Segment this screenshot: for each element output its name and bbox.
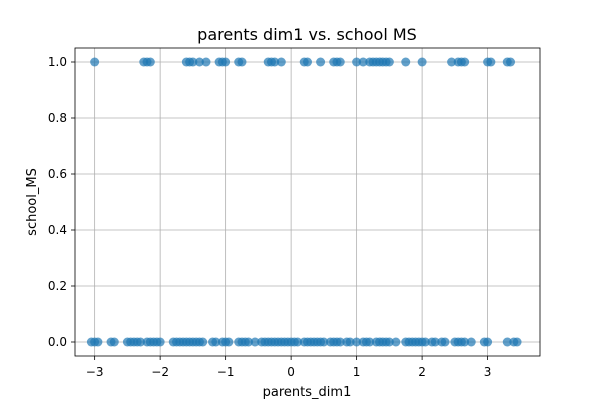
scatter-point xyxy=(244,337,254,347)
scatter-point xyxy=(250,337,260,347)
y-tick-label: 0.8 xyxy=(48,111,67,125)
scatter-point xyxy=(319,337,329,347)
scatter-point xyxy=(335,57,345,67)
scatter-point xyxy=(293,337,303,347)
scatter-point xyxy=(502,337,512,347)
scatter-point xyxy=(391,337,401,347)
scatter-point xyxy=(93,337,103,347)
scatter-point xyxy=(358,57,368,67)
scatter-point xyxy=(506,57,516,67)
y-axis-ticks: 0.0 0.2 0.4 0.6 0.8 1.0 xyxy=(48,55,75,349)
x-tick-label: −2 xyxy=(151,365,169,379)
scatter-point xyxy=(460,57,470,67)
scatter-point xyxy=(276,57,286,67)
y-tick-label: 0.0 xyxy=(48,335,67,349)
x-tick-label: −1 xyxy=(217,365,235,379)
scatter-point xyxy=(270,57,280,67)
y-tick-label: 0.4 xyxy=(48,223,67,237)
scatter-point xyxy=(316,57,326,67)
x-tick-label: −3 xyxy=(86,365,104,379)
y-tick-label: 1.0 xyxy=(48,55,67,69)
scatter-point xyxy=(384,337,394,347)
x-axis-label: parents_dim1 xyxy=(263,385,352,400)
scatter-point xyxy=(335,337,345,347)
grid-lines xyxy=(75,48,540,356)
scatter-point xyxy=(90,57,100,67)
scatter-point xyxy=(384,57,394,67)
scatter-point xyxy=(155,337,165,347)
scatter-point xyxy=(512,337,522,347)
scatter-point xyxy=(352,337,362,347)
scatter-point xyxy=(198,337,208,347)
scatter-point xyxy=(440,337,450,347)
scatter-point xyxy=(237,57,247,67)
scatter-point xyxy=(430,337,440,347)
scatter-point xyxy=(417,57,427,67)
scatter-point xyxy=(188,57,198,67)
scatter-point xyxy=(466,337,476,347)
scatter-point xyxy=(345,337,355,347)
y-tick-label: 0.6 xyxy=(48,167,67,181)
scatter-point xyxy=(224,337,234,347)
scatter-point xyxy=(486,57,496,67)
scatter-point xyxy=(483,337,493,347)
chart-title: parents dim1 vs. school MS xyxy=(197,25,417,44)
scatter-point xyxy=(460,337,470,347)
scatter-point xyxy=(201,57,211,67)
x-axis-ticks: −3 −2 −1 0 1 2 3 xyxy=(86,356,492,379)
scatter-point xyxy=(145,57,155,67)
y-tick-label: 0.2 xyxy=(48,279,67,293)
x-tick-label: 2 xyxy=(418,365,426,379)
scatter-point xyxy=(420,337,430,347)
scatter-point xyxy=(194,57,204,67)
x-tick-label: 0 xyxy=(287,365,295,379)
scatter-point xyxy=(221,57,231,67)
y-axis-label: school_MS xyxy=(25,168,40,236)
scatter-point xyxy=(401,57,411,67)
scatter-point xyxy=(109,337,119,347)
scatter-point xyxy=(211,337,221,347)
scatter-point xyxy=(447,57,457,67)
scatter-point xyxy=(365,337,375,347)
x-tick-label: 1 xyxy=(353,365,361,379)
scatter-point xyxy=(135,337,145,347)
plot-frame xyxy=(74,47,541,357)
x-tick-label: 3 xyxy=(484,365,492,379)
scatter-point xyxy=(352,57,362,67)
data-points xyxy=(86,57,522,347)
scatter-point xyxy=(303,57,312,67)
